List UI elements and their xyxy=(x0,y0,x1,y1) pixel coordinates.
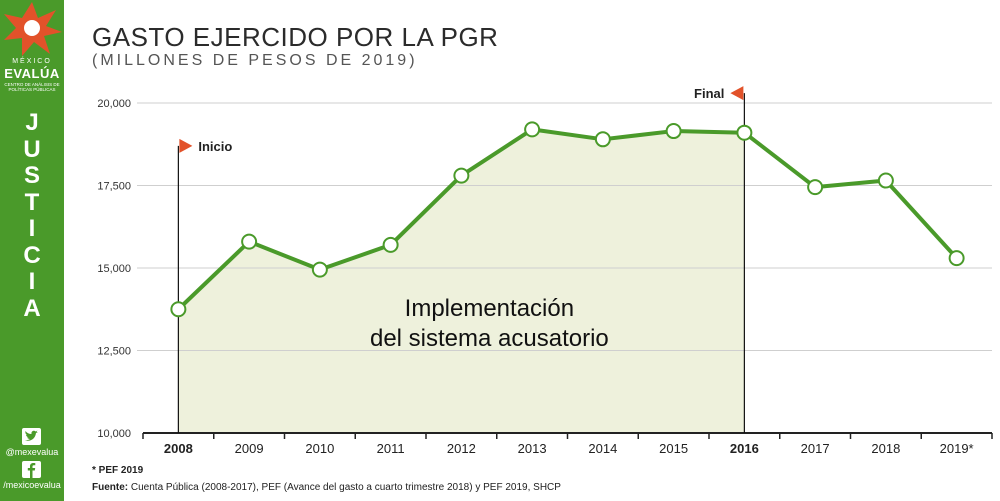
section-letter: C xyxy=(23,241,41,269)
data-point xyxy=(241,233,258,250)
y-tick-label: 10,000 xyxy=(97,428,131,440)
data-point xyxy=(170,301,187,318)
start-flag-icon xyxy=(179,138,193,153)
section-letter: S xyxy=(23,162,40,189)
region-label-line1: Implementación xyxy=(405,295,574,322)
facebook-icon[interactable] xyxy=(22,461,41,478)
marker-label: Final xyxy=(694,86,724,101)
data-point xyxy=(807,179,824,196)
x-tick-label: 2008 xyxy=(164,441,193,456)
x-tick-label: 2014 xyxy=(588,441,617,456)
source-text: Cuenta Pública (2008-2017), PEF (Avance … xyxy=(130,482,561,493)
data-point xyxy=(948,250,965,267)
data-point xyxy=(665,123,682,140)
chart-subtitle: (MILLONES DE PESOS DE 2019) xyxy=(92,52,418,69)
source-label: Fuente: xyxy=(92,482,129,493)
x-tick-label: 2009 xyxy=(235,441,264,456)
data-point xyxy=(524,121,541,138)
x-tick-label: 2015 xyxy=(659,441,688,456)
data-point xyxy=(594,131,611,148)
y-tick-label: 15,000 xyxy=(97,263,131,275)
shaded-region xyxy=(178,129,745,433)
x-tick-label: 2017 xyxy=(801,441,830,456)
x-tick-label: 2013 xyxy=(518,441,547,456)
section-letter: T xyxy=(24,188,40,216)
section-letter: J xyxy=(25,109,39,136)
series-line xyxy=(176,127,959,311)
marker-label: Inicio xyxy=(198,139,232,154)
y-tick-label: 12,500 xyxy=(97,346,131,358)
section-letter: A xyxy=(23,294,41,322)
brand-evalua: EVALÚA xyxy=(4,66,60,81)
y-tick-label: 20,000 xyxy=(97,98,131,110)
section-letter: I xyxy=(28,268,36,295)
data-point xyxy=(311,261,328,278)
star-logo-icon xyxy=(4,2,62,56)
x-tick-label: 2012 xyxy=(447,441,476,456)
region-label-line2: del sistema acusatorio xyxy=(370,325,609,352)
brand-centro: CENTRO DE ANÁLISIS DE POLÍTICAS PÚBLICAS xyxy=(4,82,60,92)
source-note: Fuente: Cuenta Pública (2008-2017), PEF … xyxy=(92,482,561,493)
data-point xyxy=(877,172,894,189)
y-tick-label: 17,500 xyxy=(97,181,131,193)
data-point xyxy=(736,124,753,141)
x-tick-label: 2010 xyxy=(305,441,334,456)
twitter-icon[interactable] xyxy=(22,428,41,445)
end-flag-icon xyxy=(730,86,744,101)
chart-title: GASTO EJERCIDO POR LA PGR xyxy=(92,22,499,52)
sidebar: MÉXICO EVALÚA CENTRO DE ANÁLISIS DE POLÍ… xyxy=(0,0,64,501)
x-tick-label: 2016 xyxy=(730,441,759,456)
x-tick-label: 2011 xyxy=(377,441,405,456)
data-point xyxy=(453,167,470,184)
data-point xyxy=(382,236,399,253)
brand-mexico: MÉXICO xyxy=(12,58,52,65)
x-tick-label: 2018 xyxy=(871,441,900,456)
section-letter: I xyxy=(28,215,36,242)
twitter-handle[interactable]: @mexevalua xyxy=(5,447,59,457)
footnote: * PEF 2019 xyxy=(92,465,144,476)
facebook-handle[interactable]: /mexicoevalua xyxy=(3,480,61,490)
x-tick-label: 2019* xyxy=(940,441,974,456)
section-letter: U xyxy=(23,135,41,163)
